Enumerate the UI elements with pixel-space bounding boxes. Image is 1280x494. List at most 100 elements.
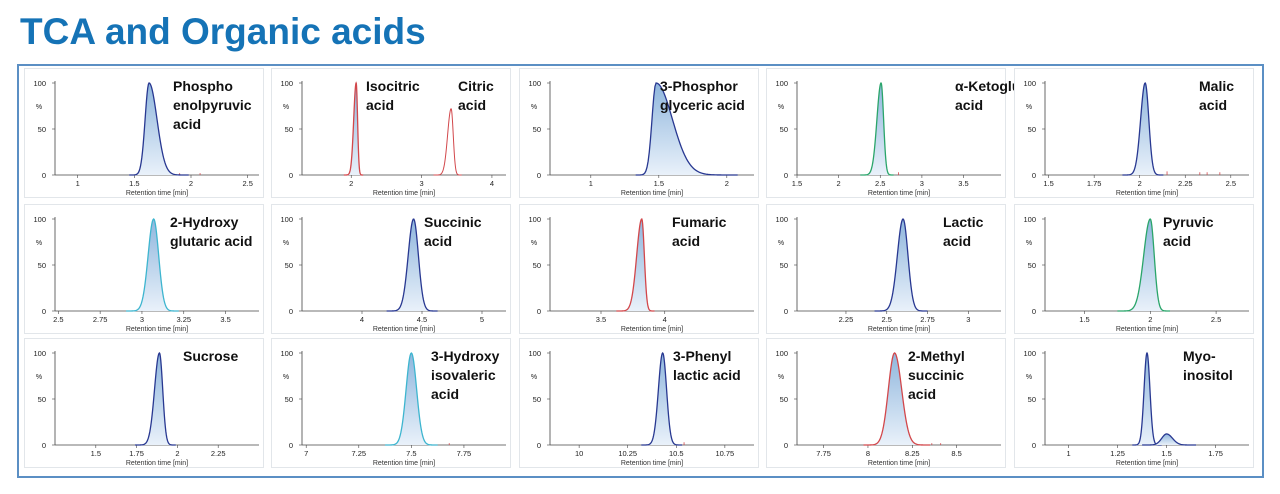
- chromatogram-plot: 100 50 0% 10 10.25 10.5 10.75 Retention time [m…: [528, 349, 754, 467]
- y-tick-label: 0: [1032, 441, 1036, 450]
- y-tick-label: 50: [38, 395, 46, 404]
- x-axis-label: Retention time [min]: [621, 326, 683, 333]
- x-tick-label: 3.5: [958, 179, 968, 188]
- x-tick-label: 2.5: [53, 315, 63, 324]
- chromatogram-plot: 100 50 0% 4 4.5 5 Retention time [min]: [280, 215, 506, 333]
- x-tick-label: 8: [866, 449, 870, 458]
- chromatogram-panel: 100 50 0% 7 7.25 7.5 7.75 Retention time [min] 3…: [271, 338, 511, 468]
- y-tick-label: 50: [38, 261, 46, 270]
- chromatogram-plot: 100 50 0% 1 1.5 2 2.5 Retention time [min]: [33, 79, 259, 197]
- chromatogram-plot: 100 50 0% 3.5 4 Retention time [min]: [528, 215, 754, 333]
- compound-label: 3-Phenyl lactic acid: [673, 348, 741, 383]
- page-title: TCA and Organic acids: [20, 11, 426, 52]
- x-tick-label: 4: [490, 179, 494, 188]
- y-tick-label: 100: [528, 215, 541, 224]
- chromatogram-panel: 100 50 0% 1 1.5 2 Retention time [min] 3-Phosph…: [519, 68, 759, 198]
- x-tick-label: 7.75: [816, 449, 831, 458]
- y-tick-label: 0: [784, 441, 788, 450]
- y-tick-label: 100: [1023, 215, 1036, 224]
- x-tick-label: 8.25: [905, 449, 920, 458]
- compound-label: Phospho enolpyruvic acid: [173, 78, 252, 132]
- compound-label: Isocitric acid: [366, 78, 420, 113]
- x-tick-label: 2: [189, 179, 193, 188]
- y-unit-label: %: [283, 374, 289, 381]
- x-tick-label: 2: [175, 449, 179, 458]
- y-tick-label: 0: [537, 441, 541, 450]
- chromatogram-plot: 100 50 0% 1.5 2 2.5 Retention time [min]: [1023, 215, 1249, 333]
- y-unit-label: %: [283, 240, 289, 247]
- x-axis-label: Retention time [min]: [373, 460, 435, 467]
- y-unit-label: %: [1026, 374, 1032, 381]
- compound-label: Myo- inositol: [1183, 348, 1233, 383]
- y-tick-label: 50: [38, 125, 46, 134]
- peak-line: [129, 82, 189, 176]
- x-tick-label: 1.5: [654, 179, 664, 188]
- y-tick-label: 0: [1032, 171, 1036, 180]
- chromatogram-plot: 100 50 0% 2 3 4 Retention time [min]: [280, 79, 506, 197]
- y-tick-label: 50: [285, 125, 293, 134]
- peak-area: [863, 353, 931, 445]
- y-tick-label: 100: [528, 349, 541, 358]
- y-tick-label: 0: [537, 307, 541, 316]
- compound-label: Pyruvic acid: [1163, 214, 1214, 249]
- x-tick-label: 1.5: [792, 179, 802, 188]
- peak-line: [433, 107, 462, 176]
- chromatogram-panel: 100 50 0% 2.5 2.75 3 3.25 3.5 Retention time [mi…: [24, 204, 264, 334]
- x-tick-label: 1: [76, 179, 80, 188]
- x-axis-label: Retention time [min]: [868, 460, 930, 467]
- y-unit-label: %: [283, 104, 289, 111]
- x-tick-label: 3: [920, 179, 924, 188]
- chromatogram-panel: 100 50 0% 3.5 4 Retention time [min] Fumaric a…: [519, 204, 759, 334]
- y-tick-label: 50: [780, 395, 788, 404]
- peak-area: [1122, 83, 1164, 175]
- y-unit-label: %: [1026, 104, 1032, 111]
- y-tick-label: 0: [537, 171, 541, 180]
- y-tick-label: 100: [33, 79, 46, 88]
- y-tick-label: 50: [1028, 395, 1036, 404]
- chromatogram-panel: 100 50 0% 2.25 2.5 2.75 3 Retention time [min] L…: [766, 204, 1006, 334]
- x-tick-label: 1.75: [1208, 449, 1223, 458]
- peak-line: [874, 218, 928, 312]
- peak-area: [1142, 433, 1197, 445]
- y-tick-label: 0: [289, 307, 293, 316]
- chromatogram-panel: 100 50 0% 7.75 8 8.25 8.5 Retention time [min] 2…: [766, 338, 1006, 468]
- peak-area: [134, 353, 176, 445]
- peak-area: [386, 219, 438, 311]
- y-tick-label: 0: [42, 171, 46, 180]
- chromatogram-panel: 100 50 0% 1.5 2 2.5 Retention time [min] Pyruvi…: [1014, 204, 1254, 334]
- x-tick-label: 2.25: [839, 315, 854, 324]
- x-axis-label: Retention time [min]: [373, 190, 435, 197]
- y-tick-label: 100: [775, 349, 788, 358]
- compound-label: 3-Phosphor glyceric acid: [660, 78, 745, 113]
- peak-area: [641, 353, 683, 445]
- y-tick-label: 100: [1023, 349, 1036, 358]
- compound-label: Succinic acid: [424, 214, 482, 249]
- x-tick-label: 8.5: [951, 449, 961, 458]
- y-tick-label: 0: [289, 441, 293, 450]
- y-tick-label: 100: [33, 349, 46, 358]
- x-tick-label: 3.25: [176, 315, 191, 324]
- y-tick-label: 50: [1028, 261, 1036, 270]
- x-tick-label: 5: [480, 315, 484, 324]
- y-tick-label: 0: [42, 441, 46, 450]
- x-tick-label: 2.5: [1211, 315, 1221, 324]
- y-tick-label: 0: [289, 171, 293, 180]
- y-tick-label: 100: [775, 215, 788, 224]
- x-tick-label: 3.5: [596, 315, 606, 324]
- y-tick-label: 100: [33, 215, 46, 224]
- x-tick-label: 3.5: [220, 315, 230, 324]
- x-tick-label: 1.5: [1043, 179, 1053, 188]
- peak-line: [635, 82, 738, 176]
- y-unit-label: %: [531, 374, 537, 381]
- chromatogram-plot: 100 50 0% 1 1.25 1.5 1.75 Retention time [min]: [1023, 349, 1249, 467]
- peak-area: [126, 219, 179, 311]
- chromatogram-panel: 100 50 0% 1 1.5 2 2.5 Retention time [min] Phosp…: [24, 68, 264, 198]
- x-axis-label: Retention time [min]: [126, 190, 188, 197]
- x-axis-label: Retention time [min]: [621, 460, 683, 467]
- chromatogram-panel: 100 50 0% 2 3 4 Retention time [min] Isocitric …: [271, 68, 511, 198]
- peak-area: [616, 219, 655, 311]
- peak-area: [635, 83, 738, 175]
- x-tick-label: 3: [420, 179, 424, 188]
- y-tick-label: 100: [1023, 79, 1036, 88]
- x-tick-label: 2: [837, 179, 841, 188]
